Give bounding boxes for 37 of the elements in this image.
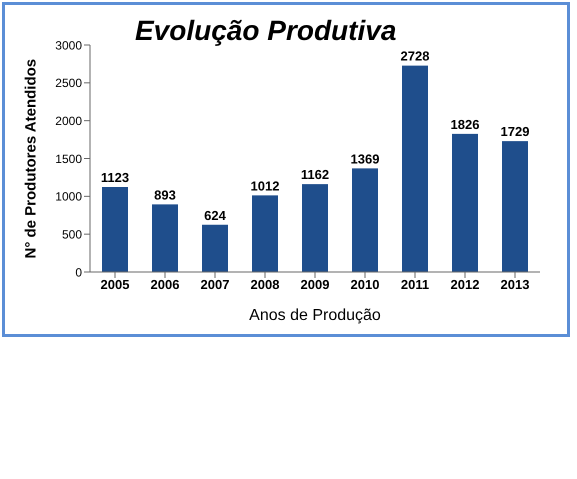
data-label: 1162	[300, 167, 330, 182]
data-label: 1826	[450, 116, 480, 132]
data-label: 1729	[500, 124, 530, 140]
chart-title: Evolução Produtiva	[135, 15, 396, 47]
y-tick-label: 2500	[55, 76, 82, 90]
bar	[452, 134, 478, 272]
bar	[202, 224, 228, 272]
x-tick-label: 2010	[350, 277, 380, 292]
x-tick-label: 2012	[450, 277, 480, 292]
data-label: 1012	[250, 178, 280, 194]
bar	[302, 184, 328, 272]
y-tick-label: 2000	[55, 114, 82, 128]
data-label: 1123	[100, 170, 130, 186]
x-tick-label: 2008	[250, 277, 280, 292]
y-tick-label: 3000	[55, 38, 82, 52]
x-tick-label: 2011	[400, 277, 430, 292]
data-label: 2728	[400, 48, 430, 64]
x-tick-label: 2013	[500, 277, 530, 292]
bar	[402, 66, 428, 272]
y-axis-title: N° de Produtores Atendidos	[22, 58, 40, 258]
data-label: 1369	[350, 151, 380, 166]
x-tick-label: 2006	[150, 277, 180, 292]
bar	[102, 187, 128, 272]
bar	[252, 195, 278, 272]
y-tick-label: 1500	[55, 152, 82, 166]
bar	[352, 168, 378, 272]
bar	[502, 141, 528, 272]
x-tick-label: 2009	[300, 277, 330, 292]
y-tick-label: 500	[62, 227, 82, 242]
y-tick-label: 1000	[55, 190, 82, 204]
x-axis-title: Anos de Produção	[249, 307, 381, 324]
data-label: 893	[154, 187, 176, 202]
x-tick-label: 2007	[200, 277, 230, 292]
data-label: 624	[204, 208, 227, 223]
bar	[152, 204, 178, 272]
y-tick-label: 0	[75, 265, 82, 280]
x-tick-label: 2005	[100, 277, 130, 292]
